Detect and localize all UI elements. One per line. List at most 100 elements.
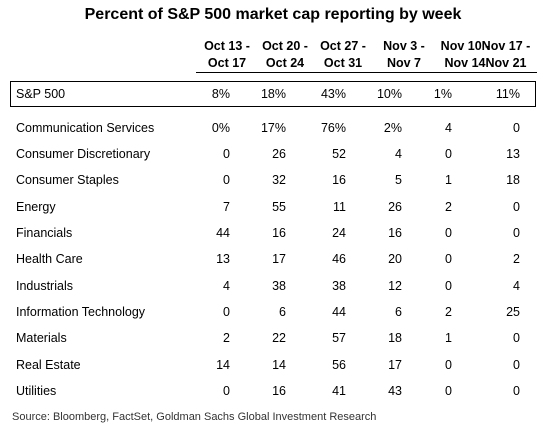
column-header: Nov 17 - Nov 21: [471, 38, 541, 73]
table-cell: 16: [272, 384, 286, 398]
table-cell: 16: [388, 226, 402, 240]
table-cell: 16: [272, 226, 286, 240]
table-cell: 43: [388, 384, 402, 398]
table-row-sp500: S&P 500 8% 18% 43% 10% 1% 11%: [0, 83, 546, 105]
column-header-line2: Nov 7: [373, 55, 435, 73]
row-label: Consumer Discretionary: [16, 147, 151, 161]
table-cell: 0: [223, 147, 230, 161]
table-cell: 1: [445, 331, 452, 345]
table-cell: 18: [506, 173, 520, 187]
table-cell: 14: [216, 358, 230, 372]
table-cell: 2%: [383, 121, 402, 135]
row-label: Materials: [16, 331, 67, 345]
column-header-line2: Nov 14: [434, 55, 496, 73]
column-headers: Oct 13 - Oct 17 Oct 20 - Oct 24 Oct 27 - Oct …: [0, 38, 546, 78]
table-cell: 0: [513, 200, 520, 214]
table-cell: 26: [388, 200, 402, 214]
table-cell: 17: [272, 252, 286, 266]
table-cell: 4: [513, 279, 520, 293]
table-cell: 0: [223, 173, 230, 187]
column-header-line1: Oct 20 -: [262, 39, 308, 53]
table-cell: 1%: [433, 87, 452, 101]
column-header-line1: Nov 17 -: [481, 39, 531, 53]
table-row: Health Care 13 17 46 20 0 2: [0, 248, 546, 270]
table-cell: 6: [395, 305, 402, 319]
row-label: Industrials: [16, 279, 73, 293]
table-cell: 7: [223, 200, 230, 214]
column-header-line1: Oct 27 -: [320, 39, 366, 53]
table-cell: 76%: [320, 121, 346, 135]
table-cell: 18: [388, 331, 402, 345]
table-cell: 44: [332, 305, 346, 319]
table-cell: 0%: [211, 121, 230, 135]
column-header-line1: Oct 13 -: [204, 39, 250, 53]
table-cell: 26: [272, 147, 286, 161]
table-cell: 22: [272, 331, 286, 345]
table-cell: 11%: [495, 87, 520, 101]
table-cell: 2: [445, 305, 452, 319]
row-label: Health Care: [16, 252, 83, 266]
table-cell: 0: [513, 226, 520, 240]
table-cell: 0: [445, 358, 452, 372]
table-cell: 25: [506, 305, 520, 319]
table-cell: 44: [216, 226, 230, 240]
table-cell: 0: [513, 358, 520, 372]
table-cell: 38: [272, 279, 286, 293]
table-row: Consumer Staples 0 32 16 5 1 18: [0, 169, 546, 191]
table-cell: 14: [272, 358, 286, 372]
table-row: Real Estate 14 14 56 17 0 0: [0, 354, 546, 376]
table-cell: 52: [332, 147, 346, 161]
row-label: Utilities: [16, 384, 57, 398]
table-cell: 13: [216, 252, 230, 266]
table-cell: 10%: [376, 87, 402, 101]
table-cell: 4: [445, 121, 452, 135]
row-label: Real Estate: [16, 358, 81, 372]
column-header: Oct 20 - Oct 24: [250, 38, 320, 73]
table-cell: 17%: [260, 121, 286, 135]
table-cell: 2: [513, 252, 520, 266]
table-cell: 12: [388, 279, 402, 293]
table-row: Consumer Discretionary 0 26 52 4 0 13: [0, 143, 546, 165]
table-cell: 2: [445, 200, 452, 214]
table-row: Information Technology 0 6 44 6 2 25: [0, 301, 546, 323]
table-cell: 0: [445, 226, 452, 240]
chart-title: Percent of S&P 500 market cap reporting …: [84, 6, 462, 23]
table-cell: 0: [445, 252, 452, 266]
table-row: Communication Services 0% 17% 76% 2% 4 0: [0, 117, 546, 139]
table-cell: 0: [223, 305, 230, 319]
table-row: Industrials 4 38 38 12 0 4: [0, 275, 546, 297]
column-header: Nov 3 - Nov 7: [369, 38, 439, 73]
table-cell: 43%: [320, 87, 346, 101]
table-cell: 20: [388, 252, 402, 266]
table-cell: 5: [395, 173, 402, 187]
row-label: Energy: [16, 200, 56, 214]
row-label: Communication Services: [16, 121, 155, 135]
table-cell: 4: [395, 147, 402, 161]
column-header-line1: Nov 3 -: [383, 39, 425, 53]
table-cell: 0: [445, 384, 452, 398]
row-label: S&P 500: [16, 87, 66, 101]
table-cell: 46: [332, 252, 346, 266]
row-label: Financials: [16, 226, 73, 240]
column-header: Nov 10 - Nov 14: [430, 38, 500, 73]
table-row: Materials 2 22 57 18 1 0: [0, 327, 546, 349]
column-header-line2: Oct 31: [312, 55, 374, 73]
table-row: Financials 44 16 24 16 0 0: [0, 222, 546, 244]
table-cell: 11: [333, 200, 346, 214]
table-cell: 0: [513, 121, 520, 135]
table-cell: 32: [272, 173, 286, 187]
table-cell: 0: [513, 384, 520, 398]
table-cell: 38: [332, 279, 346, 293]
table-cell: 0: [223, 384, 230, 398]
table-row: Energy 7 55 11 26 2 0: [0, 196, 546, 218]
column-header: Oct 13 - Oct 17: [192, 38, 262, 73]
table-cell: 18%: [260, 87, 286, 101]
table-cell: 16: [332, 173, 346, 187]
table-cell: 0: [445, 147, 452, 161]
table-cell: 24: [332, 226, 346, 240]
table-cell: 1: [445, 173, 452, 187]
table-cell: 17: [388, 358, 402, 372]
table-cell: 13: [506, 147, 520, 161]
table-cell: 55: [272, 200, 286, 214]
table-cell: 0: [445, 279, 452, 293]
